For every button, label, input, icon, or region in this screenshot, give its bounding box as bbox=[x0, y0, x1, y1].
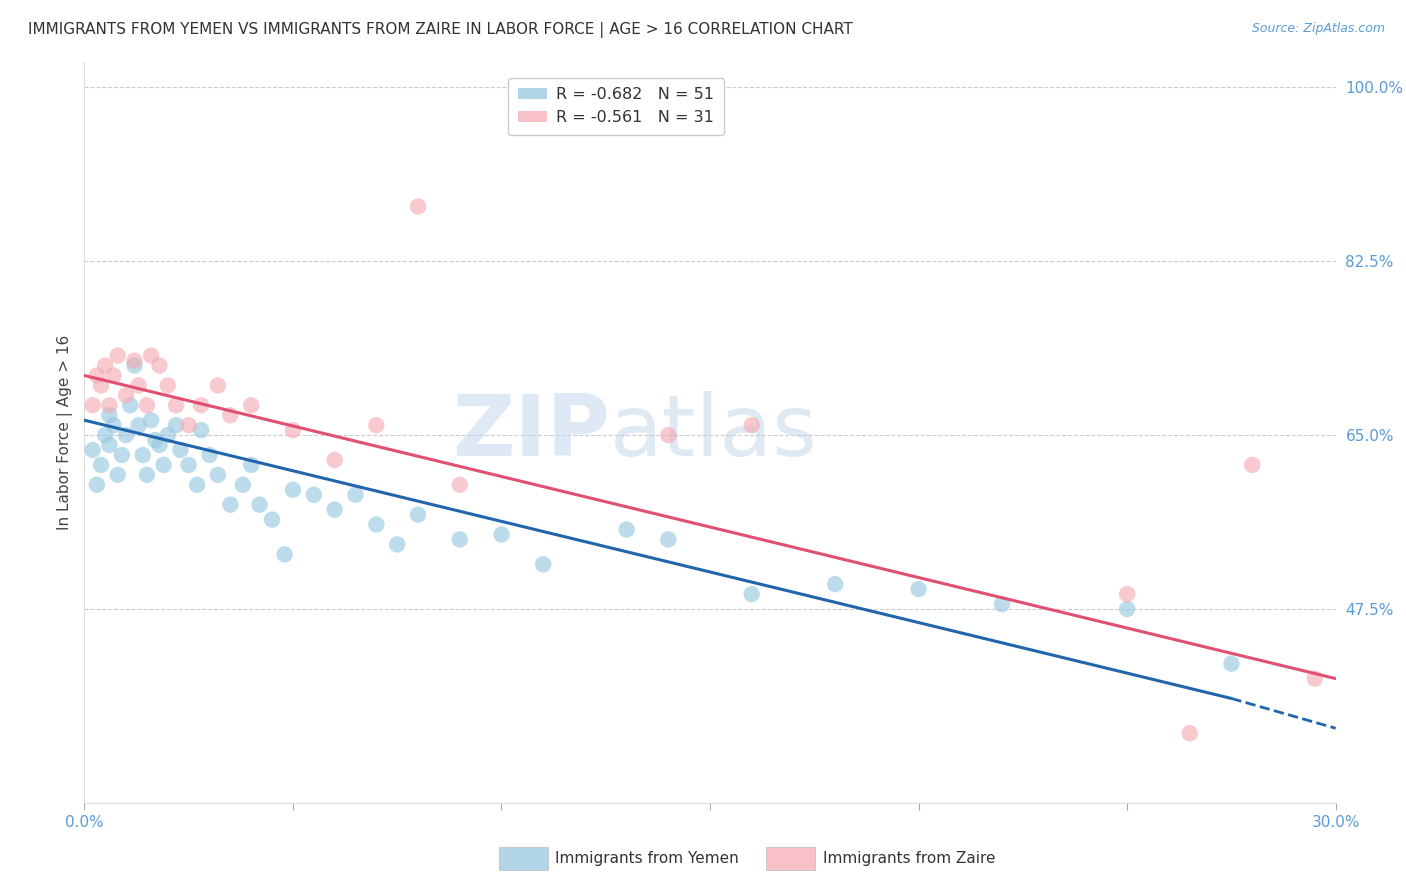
Point bbox=[240, 398, 263, 412]
Point bbox=[165, 418, 187, 433]
Point bbox=[90, 378, 112, 392]
Point bbox=[219, 498, 242, 512]
Point bbox=[190, 398, 212, 412]
Point bbox=[1116, 587, 1139, 601]
Point bbox=[207, 378, 229, 392]
Point bbox=[262, 512, 284, 526]
Point bbox=[90, 458, 112, 472]
Point bbox=[323, 453, 346, 467]
Point bbox=[148, 438, 170, 452]
Point bbox=[139, 413, 162, 427]
Point bbox=[124, 353, 146, 368]
Point bbox=[824, 577, 846, 591]
Point bbox=[190, 423, 212, 437]
Point bbox=[115, 428, 138, 442]
Point bbox=[491, 527, 513, 541]
Point bbox=[94, 428, 117, 442]
Point bbox=[124, 359, 146, 373]
Point bbox=[98, 438, 121, 452]
Point bbox=[323, 502, 346, 516]
Point bbox=[741, 418, 763, 433]
Point bbox=[616, 523, 638, 537]
Point bbox=[136, 398, 159, 412]
Point bbox=[148, 359, 170, 373]
Point bbox=[1303, 672, 1326, 686]
Point bbox=[249, 498, 271, 512]
Point bbox=[107, 467, 129, 482]
Point bbox=[128, 378, 150, 392]
Point bbox=[741, 587, 763, 601]
Point bbox=[86, 477, 108, 491]
Point bbox=[344, 488, 367, 502]
Point bbox=[111, 448, 134, 462]
Point bbox=[169, 442, 191, 457]
Point bbox=[115, 388, 138, 402]
Point bbox=[82, 442, 104, 457]
Point bbox=[240, 458, 263, 472]
Legend: R = -0.682   N = 51, R = -0.561   N = 31: R = -0.682 N = 51, R = -0.561 N = 31 bbox=[509, 78, 724, 135]
Point bbox=[302, 488, 325, 502]
Point bbox=[366, 517, 388, 532]
Point bbox=[186, 477, 208, 491]
Point bbox=[152, 458, 174, 472]
Point bbox=[128, 418, 150, 433]
Point bbox=[531, 558, 554, 572]
Point bbox=[177, 418, 200, 433]
Point bbox=[82, 398, 104, 412]
Text: ZIP: ZIP bbox=[453, 391, 610, 475]
Point bbox=[219, 409, 242, 423]
Text: IMMIGRANTS FROM YEMEN VS IMMIGRANTS FROM ZAIRE IN LABOR FORCE | AGE > 16 CORRELA: IMMIGRANTS FROM YEMEN VS IMMIGRANTS FROM… bbox=[28, 22, 853, 38]
Point bbox=[143, 433, 166, 447]
Point bbox=[165, 398, 187, 412]
Point bbox=[198, 448, 221, 462]
Point bbox=[449, 477, 471, 491]
Point bbox=[1220, 657, 1243, 671]
Point bbox=[907, 582, 929, 596]
Point bbox=[120, 398, 142, 412]
Point bbox=[366, 418, 388, 433]
Point bbox=[107, 349, 129, 363]
Point bbox=[98, 398, 121, 412]
Point bbox=[156, 378, 179, 392]
Point bbox=[136, 467, 159, 482]
Point bbox=[139, 349, 162, 363]
Point bbox=[103, 368, 125, 383]
Point bbox=[207, 467, 229, 482]
Y-axis label: In Labor Force | Age > 16: In Labor Force | Age > 16 bbox=[58, 335, 73, 530]
Point bbox=[232, 477, 254, 491]
Point bbox=[273, 547, 295, 561]
Point bbox=[103, 418, 125, 433]
Point bbox=[1116, 602, 1139, 616]
Point bbox=[281, 423, 304, 437]
Point bbox=[991, 597, 1014, 611]
Point bbox=[1178, 726, 1201, 740]
Point bbox=[156, 428, 179, 442]
Point bbox=[657, 428, 679, 442]
Point bbox=[98, 409, 121, 423]
Point bbox=[86, 368, 108, 383]
Point bbox=[177, 458, 200, 472]
Text: Source: ZipAtlas.com: Source: ZipAtlas.com bbox=[1251, 22, 1385, 36]
Text: Immigrants from Zaire: Immigrants from Zaire bbox=[823, 851, 995, 866]
Point bbox=[132, 448, 155, 462]
Text: atlas: atlas bbox=[610, 391, 818, 475]
Point bbox=[94, 359, 117, 373]
Point bbox=[281, 483, 304, 497]
Point bbox=[657, 533, 679, 547]
Point bbox=[1241, 458, 1264, 472]
Point bbox=[385, 537, 409, 551]
Text: Immigrants from Yemen: Immigrants from Yemen bbox=[555, 851, 740, 866]
Point bbox=[449, 533, 471, 547]
Point bbox=[406, 508, 429, 522]
Point bbox=[406, 200, 429, 214]
